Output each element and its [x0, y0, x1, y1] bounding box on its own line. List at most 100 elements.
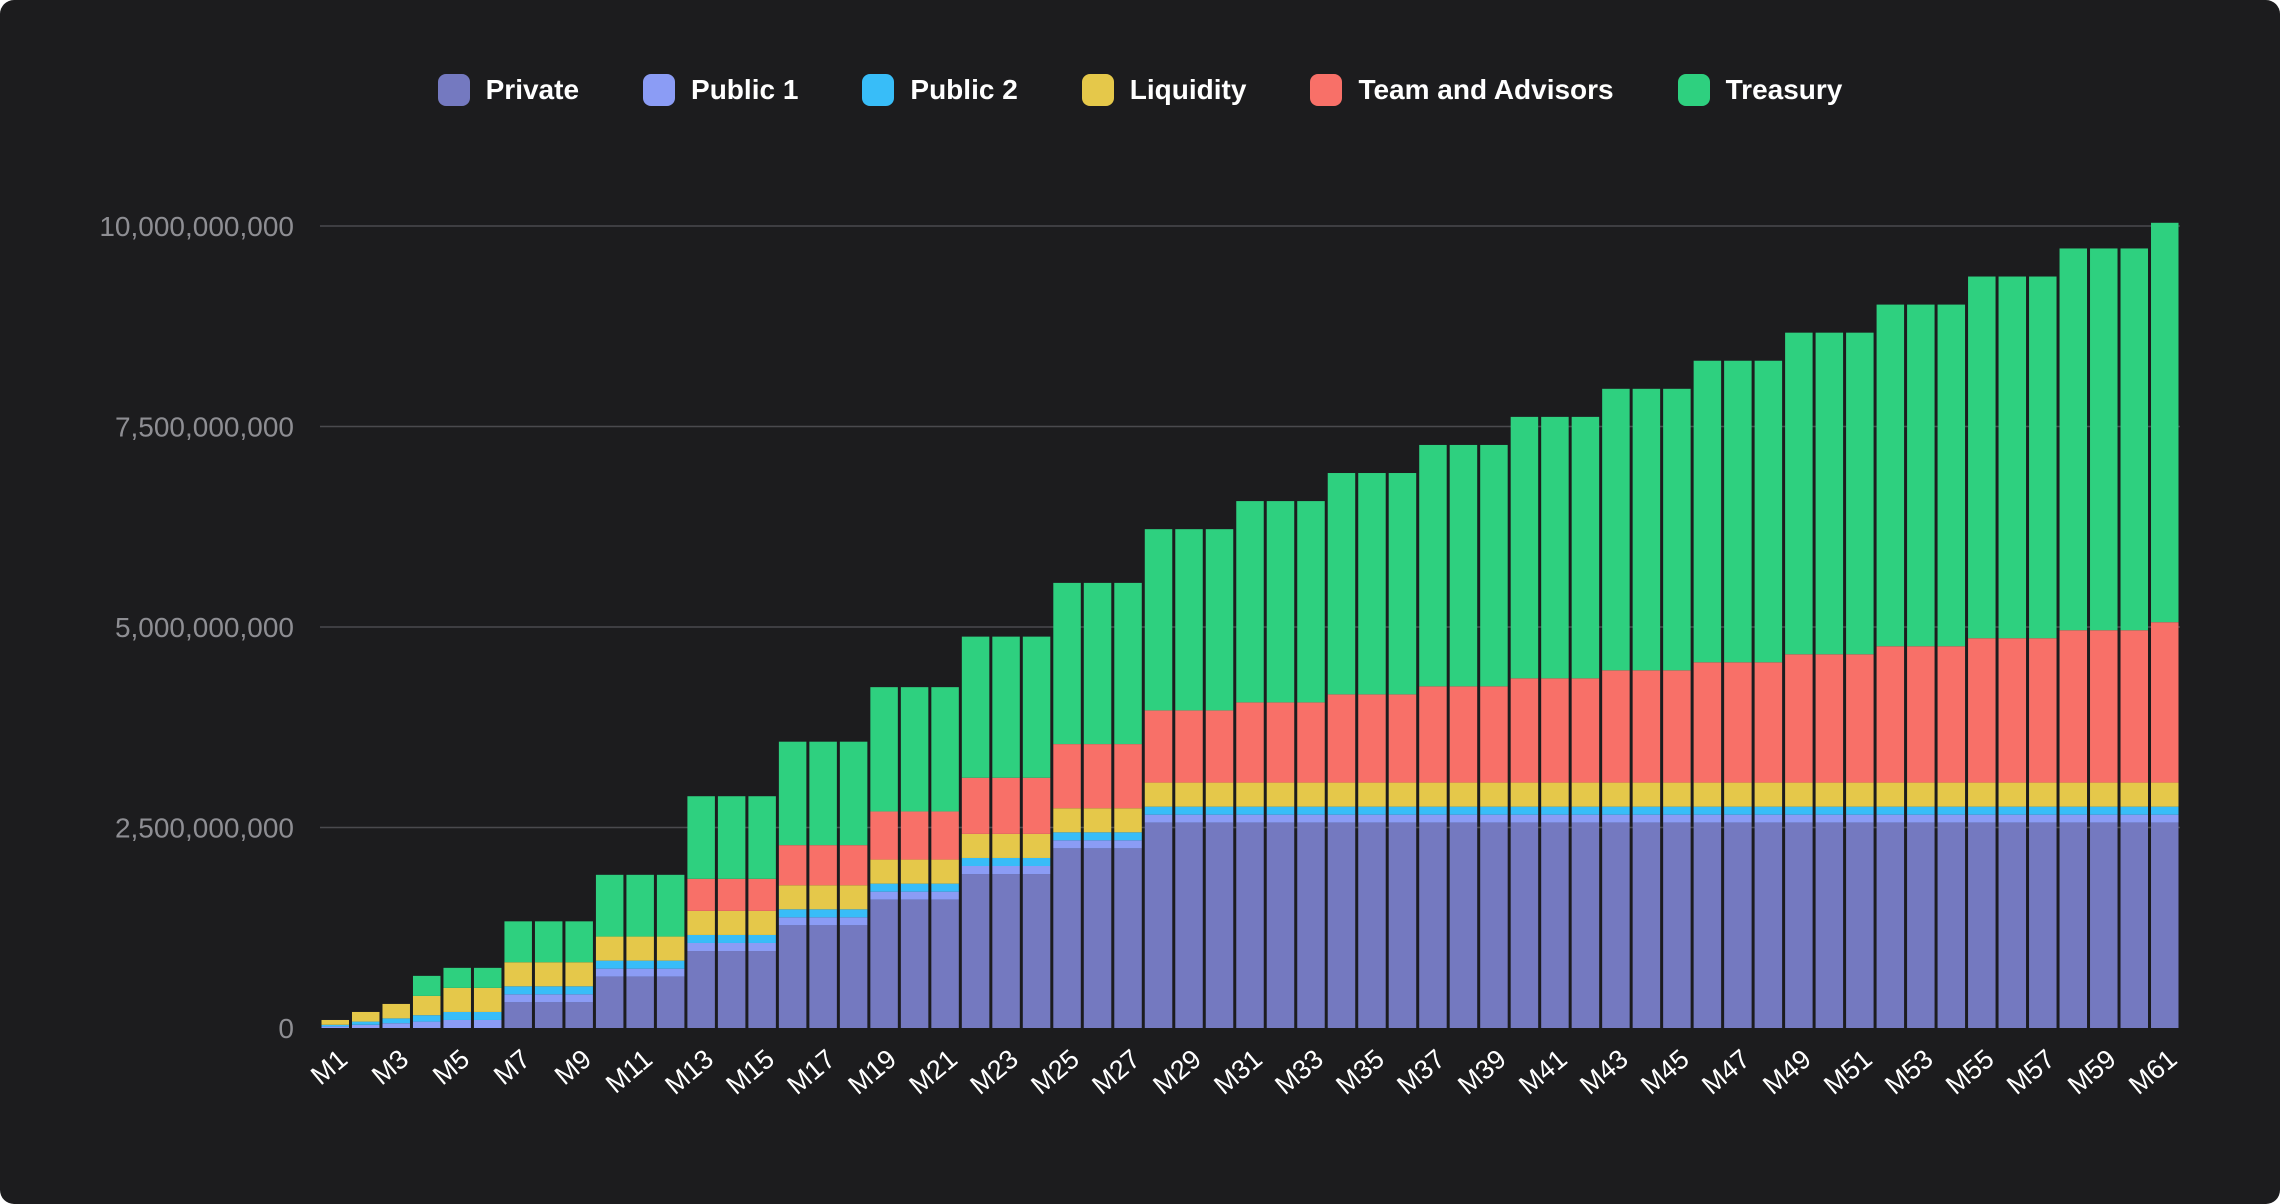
bar-segment[interactable] [1724, 822, 1752, 1028]
bar-segment[interactable] [1022, 865, 1051, 875]
bar-segment[interactable] [900, 687, 929, 812]
bar-segment[interactable] [443, 987, 471, 1012]
bar-segment[interactable] [1480, 806, 1508, 815]
bar-segment[interactable] [1236, 814, 1264, 823]
bar-segment[interactable] [1968, 276, 1996, 639]
bar-segment[interactable] [504, 962, 532, 987]
bar-segment[interactable] [1236, 822, 1264, 1028]
bar-segment[interactable] [1236, 806, 1264, 815]
bar-segment[interactable] [1571, 806, 1600, 815]
bar-segment[interactable] [839, 917, 868, 926]
bar-segment[interactable] [1358, 814, 1386, 823]
bar-segment[interactable] [809, 925, 837, 1028]
bar-segment[interactable] [1175, 806, 1203, 815]
bar-segment[interactable] [1205, 814, 1234, 823]
bar-segment[interactable] [1907, 814, 1935, 823]
bar-segment[interactable] [1144, 710, 1173, 783]
bar-segment[interactable] [1175, 529, 1203, 711]
bar-segment[interactable] [1968, 822, 1996, 1028]
bar-segment[interactable] [1846, 806, 1874, 815]
bar-segment[interactable] [1114, 744, 1142, 809]
bar-segment[interactable] [1419, 686, 1447, 783]
bar-segment[interactable] [534, 1002, 563, 1028]
bar-segment[interactable] [717, 934, 746, 943]
bar-segment[interactable] [961, 777, 990, 834]
bar-segment[interactable] [1480, 782, 1508, 807]
bar-segment[interactable] [1297, 806, 1325, 815]
bar-segment[interactable] [2059, 630, 2088, 783]
bar-segment[interactable] [2120, 630, 2149, 783]
bar-segment[interactable] [1876, 646, 1905, 783]
bar-segment[interactable] [2151, 222, 2179, 623]
bar-segment[interactable] [1327, 782, 1356, 807]
bar-segment[interactable] [1754, 806, 1783, 815]
bar-segment[interactable] [1663, 806, 1691, 815]
bar-segment[interactable] [351, 1011, 380, 1022]
bar-segment[interactable] [1602, 822, 1630, 1028]
bar-segment[interactable] [2029, 782, 2057, 807]
bar-segment[interactable] [1693, 782, 1722, 807]
bar-segment[interactable] [1144, 806, 1173, 815]
bar-segment[interactable] [1785, 654, 1813, 783]
bar-segment[interactable] [1998, 276, 2027, 639]
bar-segment[interactable] [931, 883, 959, 892]
bar-segment[interactable] [2090, 822, 2118, 1028]
bar-segment[interactable] [1022, 777, 1051, 834]
bar-segment[interactable] [687, 942, 715, 952]
bar-segment[interactable] [1815, 806, 1844, 815]
bar-segment[interactable] [1663, 388, 1691, 671]
bar-segment[interactable] [2059, 814, 2088, 823]
bar-segment[interactable] [1937, 814, 1966, 823]
bar-segment[interactable] [1083, 848, 1112, 1028]
bar-segment[interactable] [2151, 814, 2179, 823]
bar-segment[interactable] [961, 865, 990, 875]
bar-segment[interactable] [1114, 848, 1142, 1028]
bar-segment[interactable] [1907, 782, 1935, 807]
bar-segment[interactable] [1114, 582, 1142, 745]
bar-segment[interactable] [2120, 806, 2149, 815]
bar-segment[interactable] [351, 1024, 380, 1028]
bar-segment[interactable] [961, 833, 990, 858]
bar-segment[interactable] [1693, 806, 1722, 815]
bar-segment[interactable] [2059, 248, 2088, 631]
bar-segment[interactable] [1663, 814, 1691, 823]
bar-segment[interactable] [412, 1015, 441, 1022]
bar-segment[interactable] [656, 976, 685, 1028]
bar-segment[interactable] [1724, 806, 1752, 815]
bar-segment[interactable] [870, 811, 898, 860]
bar-segment[interactable] [443, 1011, 471, 1020]
bar-segment[interactable] [1266, 814, 1295, 823]
bar-segment[interactable] [2090, 248, 2118, 631]
bar-segment[interactable] [656, 936, 685, 961]
bar-segment[interactable] [1205, 822, 1234, 1028]
bar-segment[interactable] [2059, 806, 2088, 815]
bar-segment[interactable] [1449, 806, 1478, 815]
bar-segment[interactable] [1785, 814, 1813, 823]
bar-segment[interactable] [351, 1021, 380, 1025]
bar-segment[interactable] [1693, 360, 1722, 663]
bar-segment[interactable] [809, 885, 837, 910]
bar-segment[interactable] [1602, 670, 1630, 783]
bar-segment[interactable] [1114, 840, 1142, 849]
bar-segment[interactable] [1266, 822, 1295, 1028]
bar-segment[interactable] [1907, 822, 1935, 1028]
bar-segment[interactable] [1510, 782, 1539, 807]
bar-segment[interactable] [1114, 832, 1142, 841]
bar-segment[interactable] [1663, 782, 1691, 807]
bar-segment[interactable] [931, 891, 959, 900]
bar-segment[interactable] [382, 1003, 410, 1019]
bar-segment[interactable] [992, 777, 1020, 834]
bar-segment[interactable] [1541, 806, 1569, 815]
bar-segment[interactable] [1419, 806, 1447, 815]
bar-segment[interactable] [2120, 822, 2149, 1028]
bar-segment[interactable] [565, 986, 593, 995]
bar-segment[interactable] [1815, 654, 1844, 783]
bar-segment[interactable] [1541, 782, 1569, 807]
bar-segment[interactable] [1632, 814, 1661, 823]
bar-segment[interactable] [717, 951, 746, 1028]
bar-segment[interactable] [748, 934, 776, 943]
bar-segment[interactable] [2090, 630, 2118, 783]
bar-segment[interactable] [1449, 822, 1478, 1028]
bar-segment[interactable] [565, 1002, 593, 1028]
bar-segment[interactable] [1175, 822, 1203, 1028]
